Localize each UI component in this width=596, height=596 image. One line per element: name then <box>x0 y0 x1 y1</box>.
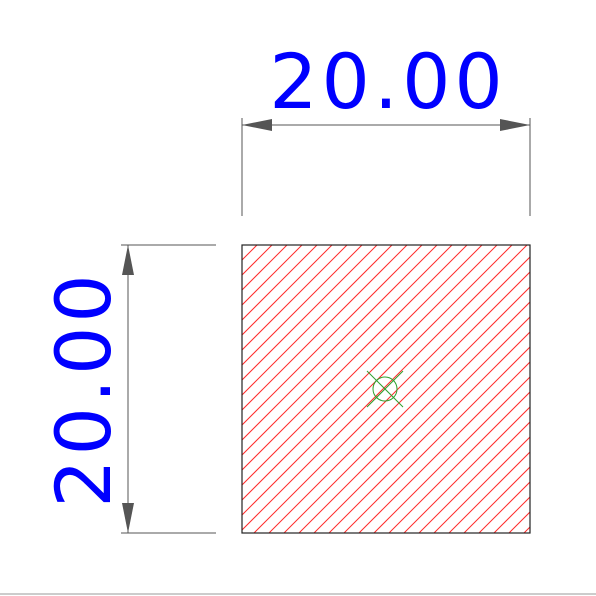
hatch-line <box>554 245 596 533</box>
hatch-line <box>433 436 530 533</box>
hatch-line <box>242 245 303 306</box>
hatch-line <box>253 256 530 533</box>
hatch-line <box>242 245 378 381</box>
hatch-line <box>373 376 530 533</box>
width-dimension: 20.00 <box>241 37 531 216</box>
hatch-line <box>268 271 530 533</box>
hatch-line <box>283 286 530 533</box>
hatch-line <box>242 245 513 516</box>
hatch-line <box>328 331 530 533</box>
hatch-line <box>242 245 393 396</box>
hatch-line <box>242 245 528 531</box>
hatch-line <box>403 406 530 533</box>
hatch-line <box>358 361 530 533</box>
hatch-line <box>242 245 318 321</box>
hatch-line <box>242 245 348 351</box>
hatched-square <box>241 244 596 534</box>
height-dimension: 20.00 <box>39 244 216 534</box>
hatch-line <box>242 245 483 486</box>
hatch-line <box>298 301 530 533</box>
hatch-line <box>418 421 530 533</box>
hatch-line <box>493 496 530 533</box>
square-outline <box>241 244 531 534</box>
hatch-lines <box>242 245 596 533</box>
hatch-line <box>388 391 530 533</box>
hatch-line <box>242 245 363 366</box>
hatch-line <box>242 245 423 426</box>
hatch-line <box>242 245 498 501</box>
hatch-line <box>242 245 438 441</box>
hatch-line <box>584 245 596 533</box>
hatch-line <box>343 346 530 533</box>
width-dimension-text: 20.00 <box>269 37 507 126</box>
hatch-line <box>242 245 468 471</box>
hatch-line <box>569 245 596 533</box>
hatch-line <box>448 451 530 533</box>
hatch-line <box>313 316 530 533</box>
hatch-line <box>463 466 530 533</box>
hatch-line <box>478 481 530 533</box>
hatch-line <box>242 245 408 411</box>
height-dimension-text: 20.00 <box>39 270 128 508</box>
hatch-line <box>242 245 453 456</box>
hatch-line <box>523 526 530 533</box>
width-arrow-right <box>500 119 530 131</box>
hatch-line <box>242 245 333 336</box>
hatch-line <box>539 245 596 533</box>
height-arrow-bottom <box>122 503 134 533</box>
height-arrow-top <box>122 245 134 275</box>
circle-cross-marker-icon <box>366 370 404 408</box>
width-arrow-left <box>242 119 272 131</box>
